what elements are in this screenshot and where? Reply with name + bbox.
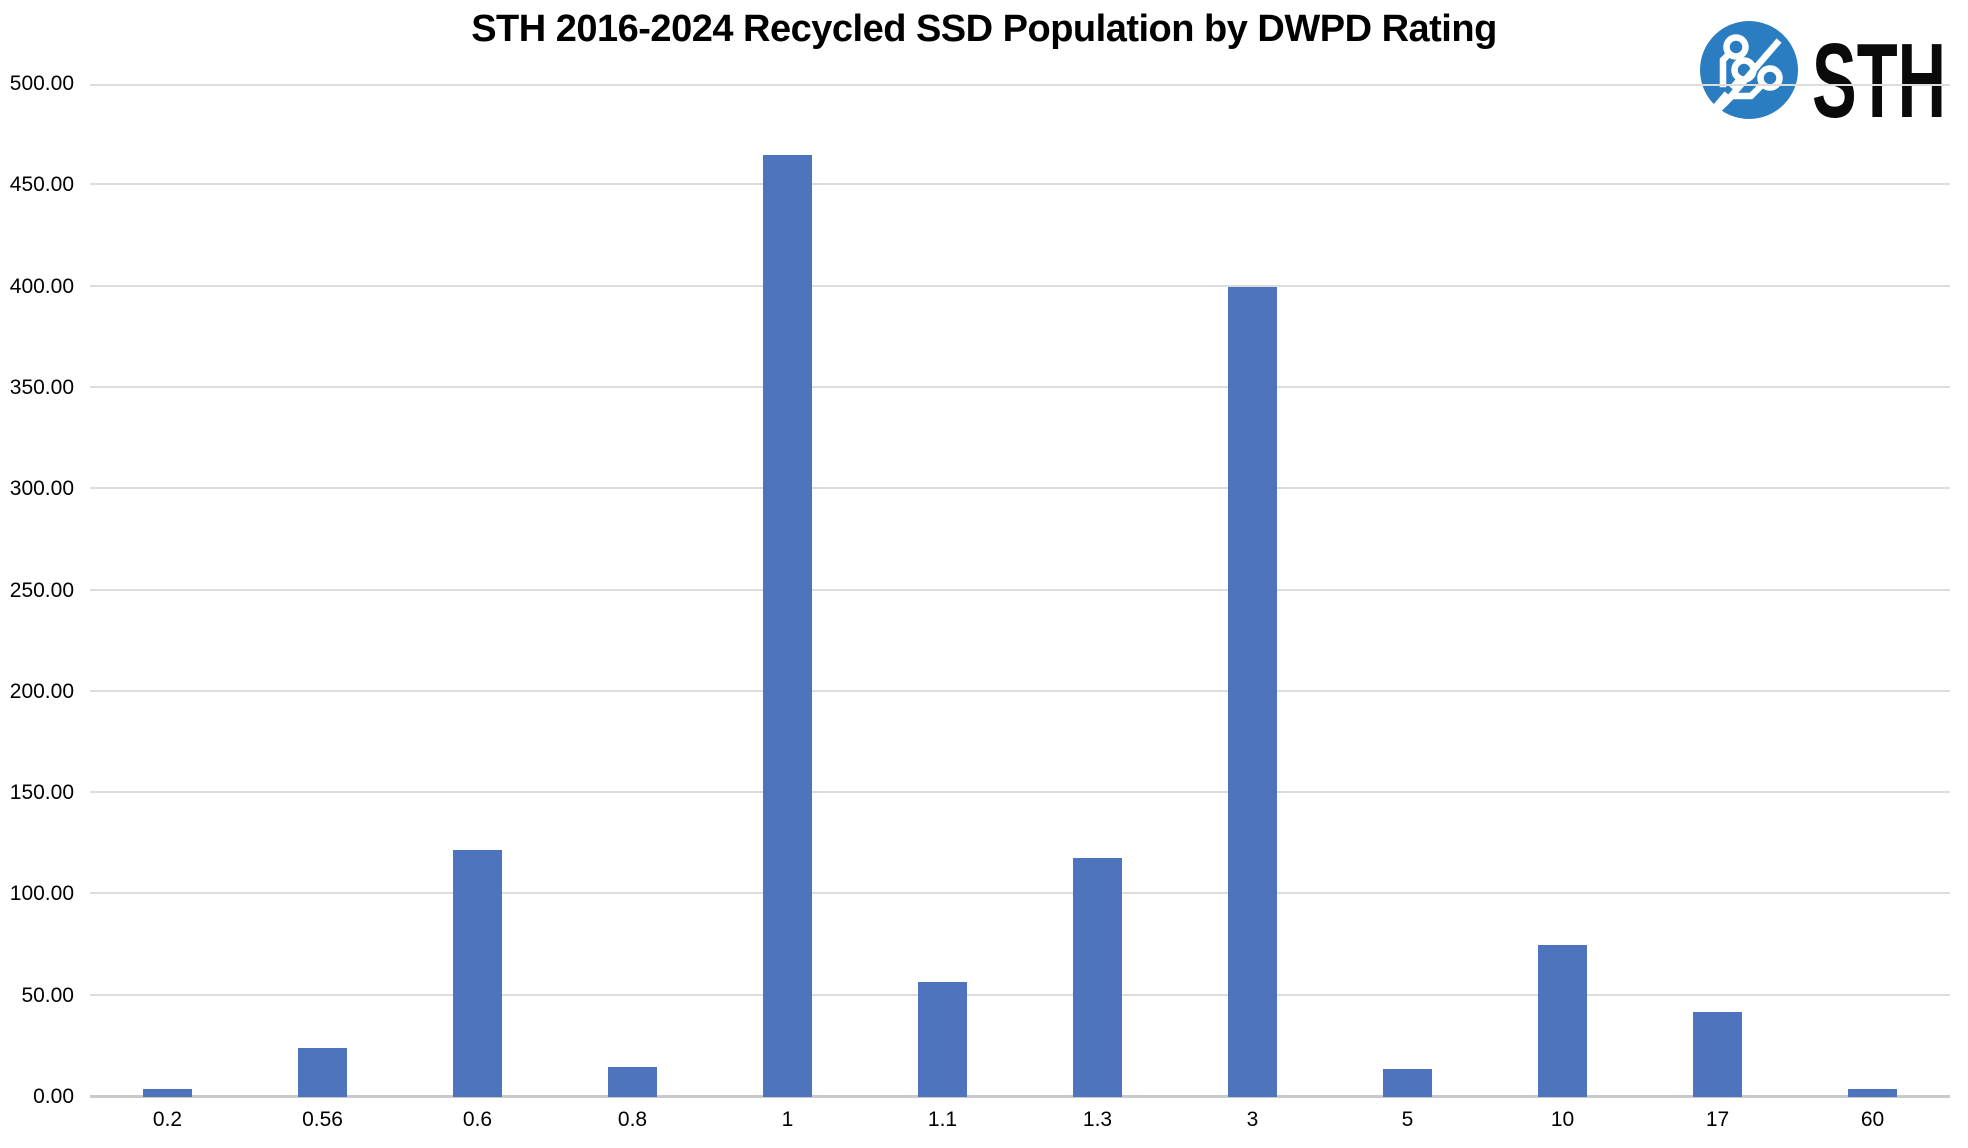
y-axis-tick-label: 350.00 [9, 375, 74, 399]
x-axis-tick-label: 5 [1401, 1108, 1414, 1131]
logo-trace-bottom [1716, 80, 1767, 112]
bar-dwpd-3 [1228, 286, 1277, 1097]
bar-dwpd-1 [763, 154, 812, 1097]
x-axis-tick-label: 3 [1246, 1108, 1259, 1131]
y-axis-tick-label: 200.00 [9, 679, 74, 703]
y-axis-tick-label: 0.00 [33, 1085, 74, 1108]
bar-dwpd-0.6 [453, 849, 502, 1097]
bar-dwpd-10 [1538, 945, 1587, 1097]
y-axis-tick-label: 450.00 [9, 173, 74, 197]
y-axis-tick-label: 50.00 [21, 983, 74, 1007]
bar-dwpd-60 [1848, 1088, 1897, 1097]
y-axis: 0.00 50.00 100.00 150.00 200.00 250.00 300.00 3… [0, 72, 74, 1108]
gridline [90, 892, 1950, 895]
bar-dwpd-17 [1693, 1011, 1742, 1097]
x-axis-tick-label: 0.56 [302, 1108, 343, 1131]
y-axis-tick-label: 250.00 [9, 578, 74, 602]
gridline [90, 993, 1950, 996]
gridline [90, 487, 1950, 490]
plot-area [90, 84, 1950, 1098]
x-axis-tick-label: 10 [1550, 1108, 1575, 1131]
gridline [90, 284, 1950, 287]
gridline [90, 791, 1950, 794]
circuit-board-icon [1700, 21, 1798, 119]
logo-slash-short [1708, 91, 1730, 115]
bar-dwpd-1.3 [1073, 857, 1122, 1097]
sth-logo-text: STH [1812, 22, 1946, 122]
x-axis-tick-label: 0.6 [462, 1108, 493, 1131]
sth-logo-graphic: STH [1700, 21, 1946, 140]
y-axis-tick-label: 300.00 [9, 477, 74, 501]
y-axis-tick-label: 400.00 [9, 274, 74, 298]
bar-dwpd-0.56 [298, 1048, 347, 1097]
logo-trace-left [1719, 49, 1734, 88]
bar-dwpd-1.1 [918, 981, 967, 1097]
x-axis-baseline [90, 1095, 1950, 1098]
gridline [90, 689, 1950, 692]
page-title: STH 2016-2024 Recycled SSD Population by… [471, 8, 1497, 50]
gridline [90, 84, 1950, 86]
x-axis-tick-label: 1.1 [927, 1108, 958, 1131]
logo-ring-middle [1731, 57, 1757, 83]
x-axis-tick-label: 0.2 [152, 1108, 183, 1131]
x-axis-tick-label: 17 [1705, 1108, 1730, 1131]
x-axis-tick-label: 0.8 [617, 1108, 648, 1131]
logo-ring-top [1723, 34, 1749, 60]
x-axis: 0.2 0.56 0.6 0.8 1 1.1 1.3 3 5 10 17 60 [90, 1108, 1950, 1140]
y-axis-tick-label: 150.00 [9, 781, 74, 805]
y-axis-tick-label: 500.00 [9, 72, 74, 95]
y-axis-tick-label: 100.00 [9, 882, 74, 906]
bar-dwpd-0.2 [143, 1088, 192, 1097]
gridline [90, 588, 1950, 591]
bar-dwpd-5 [1383, 1068, 1432, 1097]
logo-ring-right [1757, 65, 1783, 91]
sth-logo: STH [1696, 14, 1948, 140]
x-axis-tick-label: 1 [781, 1108, 794, 1131]
x-axis-tick-label: 60 [1860, 1108, 1885, 1131]
x-axis-tick-label: 1.3 [1082, 1108, 1113, 1131]
bar-dwpd-0.8 [608, 1066, 657, 1097]
gridline [90, 183, 1950, 186]
gridline [90, 385, 1950, 388]
